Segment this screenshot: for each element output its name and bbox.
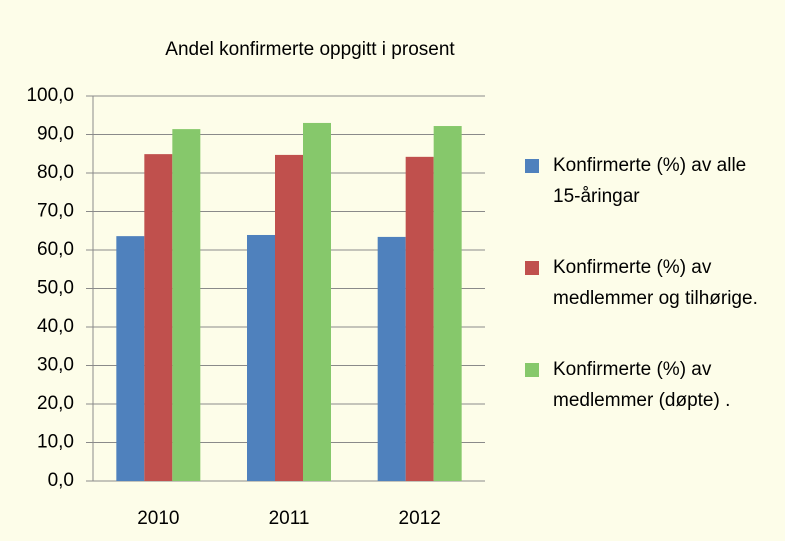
bar (377, 236, 406, 481)
bar (405, 156, 434, 481)
y-tick-label: 90,0 (37, 124, 74, 145)
bar (433, 126, 462, 481)
legend-label: Konfirmerte (%) av medlemmer (døpte) . (553, 359, 731, 411)
x-tick-label: 2011 (269, 508, 310, 529)
y-tick-label: 60,0 (37, 239, 74, 260)
x-tick-label: 2010 (137, 508, 179, 529)
y-tick-label: 100,0 (26, 85, 74, 106)
y-tick-label: 20,0 (37, 393, 74, 414)
legend-label: Konfirmerte (%) av alle 15-åringar (553, 155, 747, 207)
bar (247, 234, 275, 481)
legend-item: Konfirmerte (%) av alle 15-åringar (525, 150, 765, 212)
y-tick-label: 70,0 (37, 201, 74, 222)
y-tick-label: 40,0 (37, 316, 74, 337)
x-tick-label: 2012 (399, 508, 441, 529)
bar (144, 154, 173, 481)
legend-swatch (525, 261, 539, 275)
bar (172, 129, 201, 482)
y-tick-label: 10,0 (37, 432, 74, 453)
y-tick-label: 0,0 (48, 470, 74, 491)
y-tick-label: 50,0 (37, 278, 74, 299)
bar (303, 122, 331, 481)
chart-title: Andel konfirmerte oppgitt i prosent (165, 39, 455, 60)
legend-swatch (525, 363, 539, 377)
legend-item: Konfirmerte (%) av medlemmer og tilhørig… (525, 252, 765, 314)
y-tick-label: 30,0 (37, 355, 74, 376)
legend-label: Konfirmerte (%) av medlemmer og tilhørig… (553, 257, 758, 309)
bar (116, 236, 145, 481)
legend: Konfirmerte (%) av alle 15-åringar Konfir… (525, 150, 765, 456)
y-tick-label: 80,0 (37, 162, 74, 183)
bar (275, 154, 303, 481)
legend-item: Konfirmerte (%) av medlemmer (døpte) . (525, 354, 765, 416)
legend-swatch (525, 159, 539, 173)
